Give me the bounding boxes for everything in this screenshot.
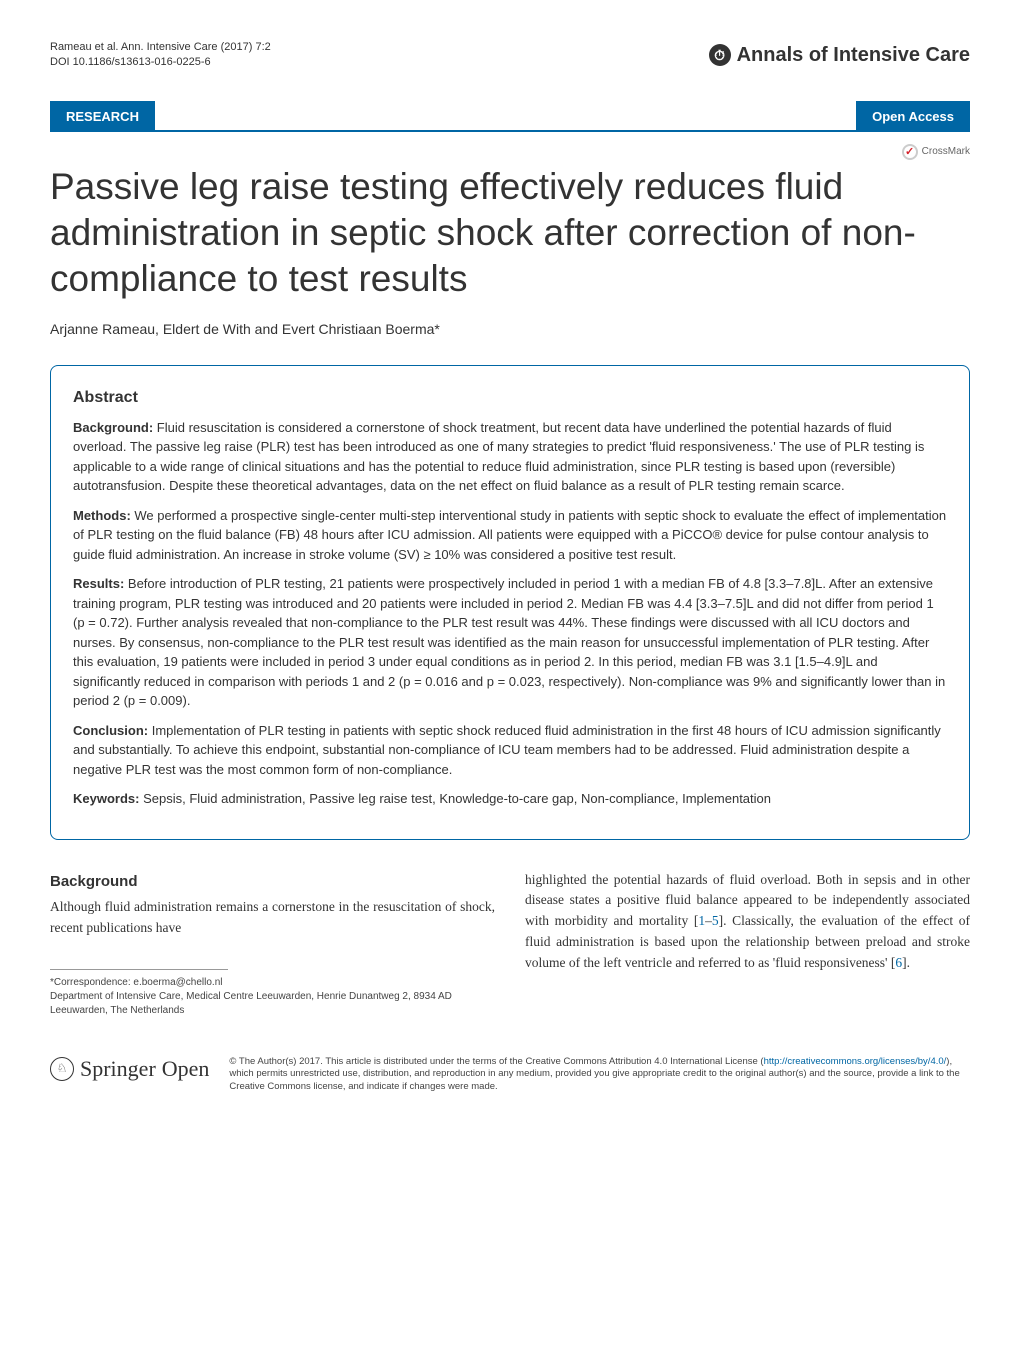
abstract-results: Results: Before introduction of PLR test… [73, 574, 947, 711]
journal-glyph-icon: ⏱ [709, 44, 731, 66]
methods-label: Methods: [73, 508, 131, 523]
license-link[interactable]: http://creativecommons.org/licenses/by/4… [764, 1056, 947, 1067]
citation-block: Rameau et al. Ann. Intensive Care (2017)… [50, 40, 271, 71]
footnote-block: *Correspondence: e.boerma@chello.nl Depa… [50, 976, 495, 1018]
conclusion-text: Implementation of PLR testing in patient… [73, 723, 941, 777]
abstract-heading: Abstract [73, 386, 947, 410]
open-access-badge: Open Access [856, 101, 970, 132]
background-label: Background: [73, 420, 153, 435]
authors-text: Arjanne Rameau, Eldert de With and Evert… [50, 321, 440, 337]
keywords-text: Sepsis, Fluid administration, Passive le… [139, 791, 771, 806]
abstract-background: Background: Fluid resuscitation is consi… [73, 418, 947, 496]
author-list: Arjanne Rameau, Eldert de With and Evert… [50, 321, 970, 337]
background-text: Fluid resuscitation is considered a corn… [73, 420, 924, 494]
citation-line-1: Rameau et al. Ann. Intensive Care (2017)… [50, 40, 271, 55]
crossmark-label: CrossMark [922, 146, 970, 157]
footnote-divider [50, 969, 228, 970]
conclusion-label: Conclusion: [73, 723, 148, 738]
springer-text: Springer [80, 1056, 156, 1082]
springer-horse-icon: ♘ [50, 1057, 74, 1081]
springer-open-text: Open [162, 1056, 210, 1082]
citation-line-2: DOI 10.1186/s13613-016-0225-6 [50, 55, 271, 70]
article-title: Passive leg raise testing effectively re… [50, 164, 970, 303]
article-type-banner: RESEARCH Open Access [50, 101, 970, 132]
background-heading: Background [50, 870, 495, 893]
page-footer: ♘ SpringerOpen © The Author(s) 2017. Thi… [50, 1056, 970, 1094]
correspondence-line: *Correspondence: e.boerma@chello.nl [50, 976, 495, 990]
right-column: highlighted the potential hazards of flu… [525, 870, 970, 1018]
research-badge: RESEARCH [50, 101, 155, 132]
crossmark-icon: ✓ [902, 144, 918, 160]
crossmark-badge[interactable]: ✓ CrossMark [902, 144, 970, 160]
right-column-text: highlighted the potential hazards of flu… [525, 870, 970, 975]
ref-5[interactable]: 5 [712, 913, 719, 928]
left-column-text: Although fluid administration remains a … [50, 897, 495, 939]
abstract-conclusion: Conclusion: Implementation of PLR testin… [73, 721, 947, 780]
page-header: Rameau et al. Ann. Intensive Care (2017)… [50, 40, 970, 71]
abstract-keywords: Keywords: Sepsis, Fluid administration, … [73, 789, 947, 809]
banner-divider [155, 101, 856, 132]
crossmark-row: ✓ CrossMark [50, 144, 970, 160]
methods-text: We performed a prospective single-center… [73, 508, 946, 562]
license-text: © The Author(s) 2017. This article is di… [229, 1056, 970, 1094]
journal-name: Annals of Intensive Care [737, 44, 970, 67]
results-label: Results: [73, 576, 124, 591]
abstract-methods: Methods: We performed a prospective sing… [73, 506, 947, 565]
body-columns: Background Although fluid administration… [50, 870, 970, 1018]
left-column: Background Although fluid administration… [50, 870, 495, 1018]
ref-dash: – [705, 913, 712, 928]
keywords-label: Keywords: [73, 791, 139, 806]
col2-end: ]. [902, 955, 910, 970]
journal-logo: ⏱ Annals of Intensive Care [709, 44, 970, 67]
springer-logo: ♘ SpringerOpen [50, 1056, 209, 1082]
abstract-box: Abstract Background: Fluid resuscitation… [50, 365, 970, 840]
results-text: Before introduction of PLR testing, 21 p… [73, 576, 945, 708]
license-pre: © The Author(s) 2017. This article is di… [229, 1056, 763, 1067]
affiliation-line: Department of Intensive Care, Medical Ce… [50, 990, 495, 1018]
